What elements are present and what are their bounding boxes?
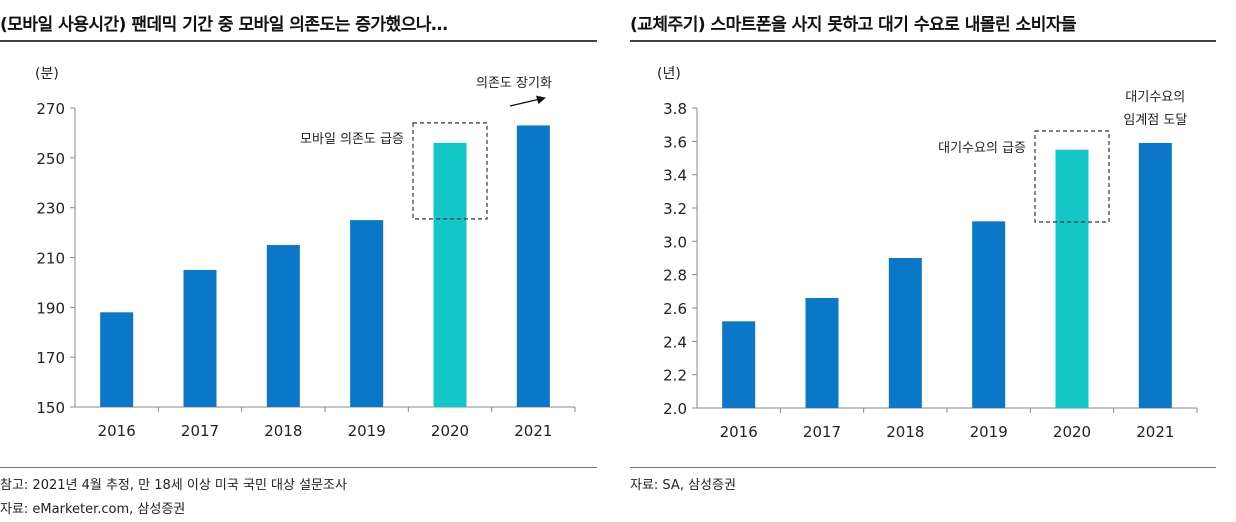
y-tick-label: 2.2: [663, 367, 687, 385]
x-tick-label: 2016: [720, 423, 758, 441]
footer-divider: [0, 467, 597, 468]
title-divider: [630, 40, 1216, 42]
highlight-dashed-box: [1034, 130, 1110, 223]
y-axis-unit-label: (분): [35, 66, 59, 82]
x-tick-label: 2021: [1136, 423, 1174, 441]
highlight-dashed-box: [412, 122, 488, 220]
y-tick-label: 3.2: [663, 200, 687, 218]
y-tick-label: 150: [36, 399, 65, 417]
x-tick-label: 2017: [181, 422, 219, 440]
y-tick-label: 250: [36, 150, 65, 168]
bar: [100, 312, 134, 407]
annotation-top-label-line1: 대기수요의: [1125, 90, 1185, 105]
x-tick-label: 2019: [348, 422, 386, 440]
footnote-reference: 참고: 2021년 4월 추정, 만 18세 이상 미국 국민 대상 설문조사: [0, 478, 347, 493]
chart-title: (모바일 사용시간) 팬데믹 기간 중 모바일 의존도는 증가했으나…: [0, 15, 448, 35]
annotation-arrow-label: 의존도 장기화: [476, 76, 552, 91]
bar-chart-replacement-cycle: (년) 2.0 2.2 2.4 2.6 2.8 3.0 3.2 3.4 3.6 3.8 2016 201…: [657, 66, 1198, 441]
bar: [805, 298, 839, 408]
annotation-arrow-head: [536, 95, 546, 104]
y-tick-label: 2.0: [663, 400, 687, 418]
y-tick-label: 2.8: [663, 267, 687, 285]
x-tick-label: 2021: [514, 422, 552, 440]
annotation-box-label: 대기수요의 급증: [938, 141, 1026, 156]
x-tick-label: 2016: [98, 422, 136, 440]
chart-title: (교체주기) 스마트폰을 사지 못하고 대기 수요로 내몰린 소비자들: [630, 15, 1077, 35]
x-tick-label: 2018: [264, 422, 302, 440]
bar: [722, 321, 756, 408]
annotation-box-label: 모바일 의존도 급증: [300, 132, 404, 147]
y-tick-label: 2.4: [663, 333, 687, 351]
y-axis-unit-label: (년): [657, 66, 681, 82]
bar: [972, 221, 1006, 408]
y-tick-label: 3.8: [663, 100, 687, 118]
annotation-arrow-line: [509, 98, 541, 107]
y-tick-label: 190: [36, 299, 65, 317]
y-tick-label: 230: [36, 200, 65, 218]
bar: [350, 220, 384, 407]
y-tick-label: 210: [36, 250, 65, 268]
x-tick-label: 2017: [803, 423, 841, 441]
x-tick-label: 2020: [431, 422, 469, 440]
y-tick-label: 3.0: [663, 233, 687, 251]
y-tick-label: 3.6: [663, 133, 687, 151]
x-tick-label: 2019: [970, 423, 1008, 441]
title-divider: [0, 40, 597, 42]
footnote-source: 자료: eMarketer.com, 삼성증권: [0, 502, 186, 517]
footer-divider: [630, 467, 1216, 468]
y-tick-label: 3.4: [663, 167, 687, 185]
bar-chart-mobile-usage: (분) 150 170 190 210 230 250 270 2016 2017 2018 2019…: [35, 66, 576, 440]
x-tick-label: 2018: [886, 423, 924, 441]
bar-highlight: [433, 142, 467, 407]
y-tick-label: 2.6: [663, 300, 687, 318]
bar: [888, 258, 922, 408]
bar: [1138, 143, 1172, 408]
bar-highlight: [1055, 149, 1089, 408]
annotation-top-label-line2: 임계점 도달: [1123, 113, 1187, 128]
y-tick-label: 270: [36, 100, 65, 118]
bar: [266, 245, 300, 407]
chart-panel-replacement-cycle: (교체주기) 스마트폰을 사지 못하고 대기 수요로 내몰린 소비자들 (년) 2…: [630, 0, 1230, 522]
y-tick-label: 170: [36, 349, 65, 367]
chart-panel-mobile-usage: (모바일 사용시간) 팬데믹 기간 중 모바일 의존도는 증가했으나… (분) 1…: [0, 0, 600, 522]
bar: [516, 125, 550, 408]
x-tick-label: 2020: [1053, 423, 1091, 441]
footnote-source: 자료: SA, 삼성증권: [630, 478, 736, 493]
bar: [183, 269, 217, 407]
